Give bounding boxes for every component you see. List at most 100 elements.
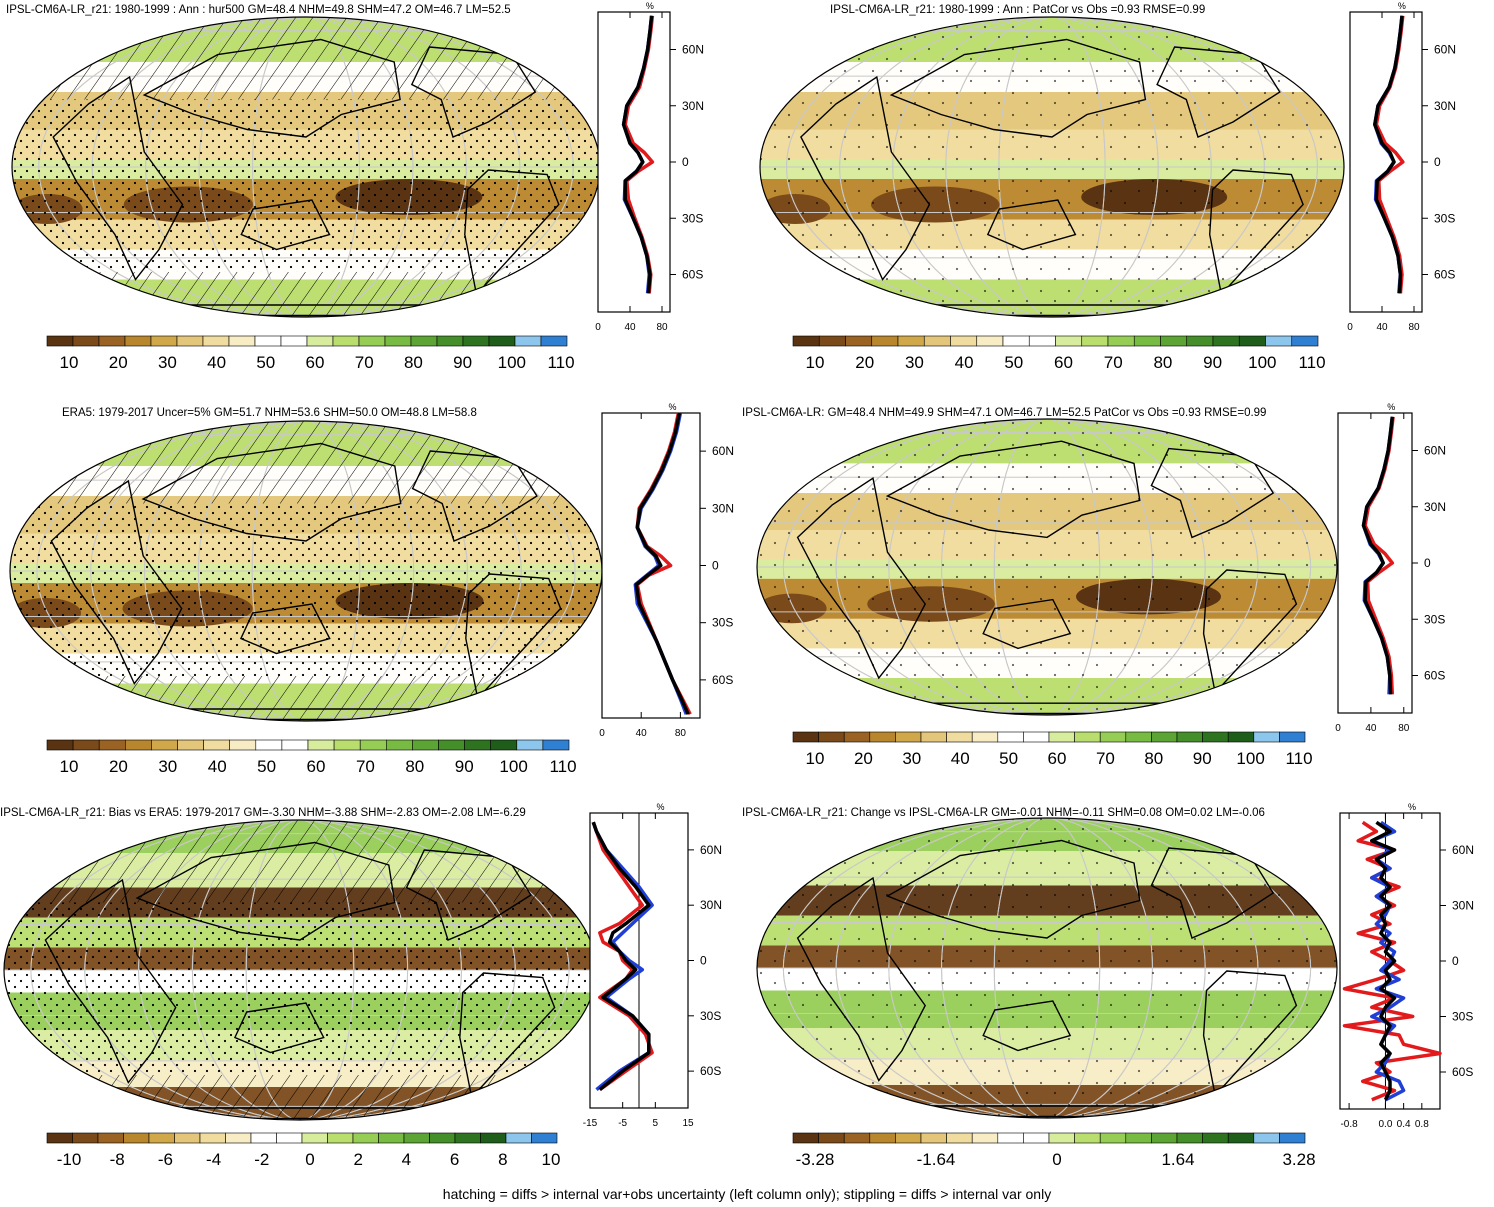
bias-vs-era5-x-tick-label: 5 xyxy=(653,1118,659,1129)
model-patcor-colorbar-label: 40 xyxy=(955,353,974,372)
model-patcor-colorbar-label: 110 xyxy=(1298,353,1325,372)
obs-era5-colorbar-swatch xyxy=(385,739,413,751)
model-patcor-colorbar-swatch xyxy=(1186,335,1214,347)
obs-era5-zonal-frame xyxy=(601,412,701,719)
model-ensemble-colorbar-swatch xyxy=(462,335,490,347)
obs-era5-lat-tick-label: 30N xyxy=(712,501,734,515)
bias-vs-era5-title: IPSL-CM6A-LR_r21: Bias vs ERA5: 1979-201… xyxy=(0,807,526,819)
obs-era5-colorbar-label: 100 xyxy=(499,757,527,776)
model-ensemble-colorbar-swatch xyxy=(124,335,152,347)
model-ensemble-zonal-line-black xyxy=(621,15,654,294)
obs-era5-colorbar-swatch xyxy=(333,739,361,751)
change-vs-model-zonal-line-black xyxy=(1370,820,1397,1101)
obs-era5-title: ERA5: 1979-2017 Uncer=5% GM=51.7 NHM=53.… xyxy=(62,407,477,419)
model-patcor-title: IPSL-CM6A-LR_r21: 1980-1999 : Ann : PatC… xyxy=(830,4,1205,16)
model-ensemble-colorbar-swatch xyxy=(280,335,308,347)
obs-era5-lat-tick-label: 0 xyxy=(712,559,719,573)
bias-vs-era5-zonal-unit: % xyxy=(657,802,665,812)
bias-vs-era5-colorbar-swatch xyxy=(531,1132,558,1144)
change-vs-model-colorbar-swatch xyxy=(869,1132,896,1144)
change-vs-model-colorbar-label: -3.28 xyxy=(796,1150,835,1169)
change-vs-model-x-tick-label: 0.4 xyxy=(1397,1119,1411,1130)
model-patcor-colorbar-swatch xyxy=(1212,335,1240,347)
model-ensemble-colorbar-swatch xyxy=(540,335,568,347)
model-patcor-colorbar-swatch xyxy=(845,335,873,347)
model-vs-obs-colorbar-label: 70 xyxy=(1096,749,1115,768)
model-vs-obs-colorbar-swatch xyxy=(946,731,973,743)
model-ensemble-colorbar-swatch xyxy=(436,335,464,347)
obs-era5-colorbar-swatch xyxy=(203,739,231,751)
change-vs-model-colorbar-swatch xyxy=(1151,1132,1178,1144)
model-patcor-lat-tick-label: 60N xyxy=(1434,43,1456,57)
change-vs-model-colorbar-label: 3.28 xyxy=(1282,1150,1315,1169)
model-patcor-colorbar-label: 70 xyxy=(1104,353,1123,372)
change-vs-model-x-tick-label: 0.8 xyxy=(1415,1119,1429,1130)
bias-vs-era5-lat-tick-label: 60S xyxy=(700,1064,721,1078)
obs-era5-lat-tick-label: 30S xyxy=(712,616,733,630)
model-vs-obs-map-border xyxy=(756,418,1338,716)
obs-era5-colorbar-label: 20 xyxy=(109,757,128,776)
model-ensemble-colorbar-swatch xyxy=(306,335,334,347)
change-vs-model-lat-tick-label: 30N xyxy=(1452,899,1474,913)
bias-vs-era5-colorbar-swatch xyxy=(454,1132,481,1144)
change-vs-model-lat-tick-label: 60N xyxy=(1452,843,1474,857)
obs-era5-colorbar-swatch xyxy=(359,739,387,751)
model-patcor-colorbar-swatch xyxy=(1107,335,1135,347)
model-ensemble-colorbar-swatch xyxy=(410,335,438,347)
panel-model-vs-obs: 60N 30N 0 30S 60S 0 40 80% 10 20 30 40 50 60 70 80 90 100… xyxy=(742,402,1446,768)
model-vs-obs-colorbar-swatch xyxy=(971,731,999,743)
bias-vs-era5-colorbar-label: 0 xyxy=(305,1150,314,1169)
model-vs-obs-colorbar-label: 40 xyxy=(951,749,970,768)
model-ensemble-colorbar-swatch xyxy=(150,335,178,347)
model-patcor-colorbar-label: 50 xyxy=(1004,353,1023,372)
obs-era5-zonal-line-black xyxy=(634,412,690,715)
bias-vs-era5-lat-tick-label: 30S xyxy=(700,1009,721,1023)
bias-vs-era5-colorbar-swatch xyxy=(72,1132,99,1144)
obs-era5-colorbar-label: 50 xyxy=(257,757,276,776)
change-vs-model-colorbar-swatch xyxy=(997,1132,1024,1144)
model-vs-obs-colorbar-swatch xyxy=(1227,731,1255,743)
model-patcor-colorbar-swatch xyxy=(1133,335,1161,347)
model-vs-obs-colorbar-label: 50 xyxy=(999,749,1018,768)
bias-vs-era5-x-tick-label: 15 xyxy=(682,1118,694,1129)
change-vs-model-colorbar-swatch xyxy=(895,1132,922,1144)
model-patcor-lat-tick-label: 30S xyxy=(1434,211,1455,225)
model-patcor-stippling xyxy=(760,17,1344,317)
bias-vs-era5-colorbar-swatch xyxy=(327,1132,354,1144)
model-vs-obs-lat-tick-label: 0 xyxy=(1424,556,1431,570)
bias-vs-era5-hatching xyxy=(4,820,596,903)
model-ensemble-colorbar-swatch xyxy=(254,335,282,347)
model-ensemble-colorbar-swatch xyxy=(72,335,100,347)
bias-vs-era5-x-tick-label: -5 xyxy=(618,1118,627,1129)
model-ensemble-colorbar-swatch xyxy=(514,335,542,347)
model-patcor-colorbar-swatch xyxy=(1265,335,1293,347)
model-ensemble-colorbar-label: 30 xyxy=(158,353,177,372)
bias-vs-era5-colorbar-label: -10 xyxy=(57,1150,82,1169)
change-vs-model-lat-tick-label: 0 xyxy=(1452,954,1459,968)
model-ensemble-lat-tick-label: 60N xyxy=(682,43,704,57)
model-vs-obs-colorbar-swatch xyxy=(818,731,845,743)
bias-vs-era5-map-field xyxy=(4,820,596,1120)
model-ensemble-colorbar-swatch xyxy=(46,335,74,347)
model-patcor-colorbar-label: 100 xyxy=(1248,353,1276,372)
model-patcor-colorbar-swatch xyxy=(792,335,820,347)
model-patcor-colorbar-swatch xyxy=(1238,335,1266,347)
model-patcor-colorbar-label: 30 xyxy=(905,353,924,372)
bias-vs-era5-colorbar-label: -2 xyxy=(254,1150,269,1169)
change-vs-model-colorbar-swatch xyxy=(971,1132,999,1144)
model-ensemble-colorbar-swatch xyxy=(358,335,386,347)
model-vs-obs-colorbar-swatch xyxy=(843,731,871,743)
panel-bias-vs-era5: 60N 30N 0 30S 60S -15 -5 5 15% -10 -8 -6 -4 -2 0 2 4 6 8 10… xyxy=(0,802,722,1169)
model-vs-obs-zonal-frame xyxy=(1337,412,1413,714)
obs-era5-colorbar-swatch xyxy=(125,739,152,751)
model-ensemble-x-tick-label: 40 xyxy=(624,322,636,333)
model-vs-obs-lat-tick-label: 30N xyxy=(1424,500,1446,514)
model-vs-obs-x-tick-label: 0 xyxy=(1335,723,1341,734)
model-ensemble-lat-tick-label: 0 xyxy=(682,155,689,169)
model-patcor-lat-tick-label: 30N xyxy=(1434,99,1456,113)
change-vs-model-colorbar-swatch xyxy=(946,1132,973,1144)
model-vs-obs-colorbar-swatch xyxy=(869,731,896,743)
model-ensemble-title: IPSL-CM6A-LR_r21: 1980-1999 : Ann : hur5… xyxy=(6,4,511,16)
model-vs-obs-colorbar-label: 80 xyxy=(1144,749,1163,768)
obs-era5-colorbar-swatch xyxy=(177,739,204,751)
